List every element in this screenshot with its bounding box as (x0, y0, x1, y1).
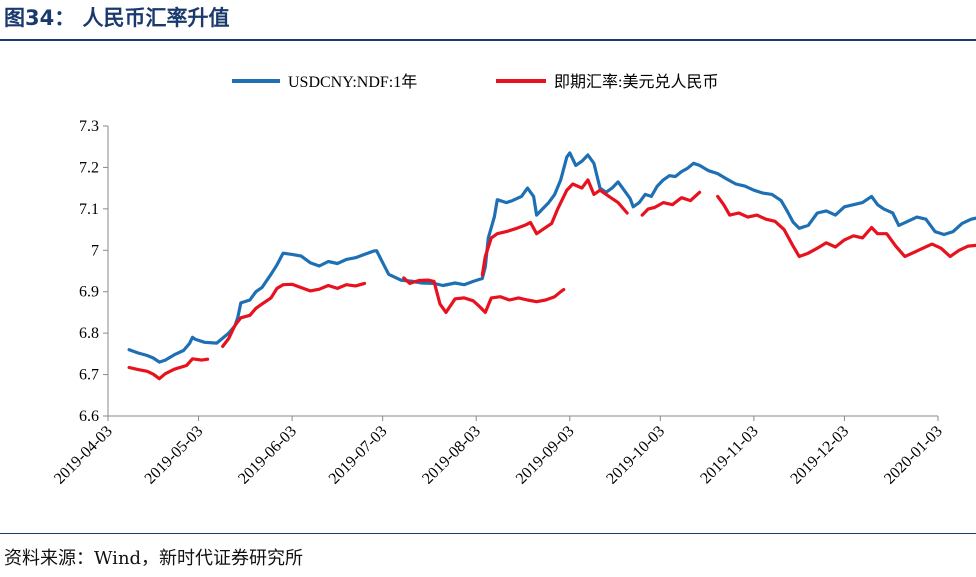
x-tick-label: 2019-10-03 (603, 423, 668, 488)
x-tick-label: 2019-05-03 (142, 423, 207, 488)
series-line-spot (402, 276, 566, 314)
series-line-spot (221, 281, 367, 348)
series-line-spot (480, 178, 629, 277)
y-tick-label: 6.8 (79, 325, 99, 342)
x-tick-label: 2019-09-03 (513, 423, 578, 488)
x-tick-label: 2019-08-03 (419, 423, 484, 488)
series-line-spot (716, 194, 976, 259)
y-tick-label: 7 (91, 242, 99, 259)
x-tick-label: 2019-12-03 (787, 423, 852, 488)
source-note: 资料来源：Wind，新时代证券研究所 (4, 548, 304, 569)
x-tick-label: 2019-07-03 (326, 423, 391, 488)
y-tick-label: 6.7 (79, 367, 99, 384)
x-tick-label: 2019-11-03 (697, 423, 761, 487)
footer-rule (0, 533, 976, 534)
x-tick-label: 2019-04-03 (51, 423, 116, 488)
title-rule (0, 39, 976, 41)
x-tick-label: 2020-01-03 (881, 423, 946, 488)
y-tick-label: 7.3 (79, 118, 99, 135)
series-line-ndf (127, 151, 976, 364)
line-chart: 6.6 6.7 6.8 6.9 7 7.1 7.2 7.3 2019-04-03 2019-05-… (51, 73, 976, 488)
x-tick-label: 2019-06-03 (235, 423, 300, 488)
y-tick-label: 7.1 (79, 201, 99, 218)
series-line-spot (127, 357, 210, 381)
y-tick-label: 6.6 (79, 408, 99, 425)
legend-label-spot: 即期汇率:美元兑人民币 (554, 73, 718, 91)
y-tick-label: 7.2 (79, 159, 99, 176)
series-line-spot (640, 190, 702, 217)
chart-title: 图34： 人民币汇率升值 (4, 6, 230, 30)
legend-label-ndf: USDCNY:NDF:1年 (288, 73, 417, 91)
y-tick-label: 6.9 (79, 284, 99, 301)
